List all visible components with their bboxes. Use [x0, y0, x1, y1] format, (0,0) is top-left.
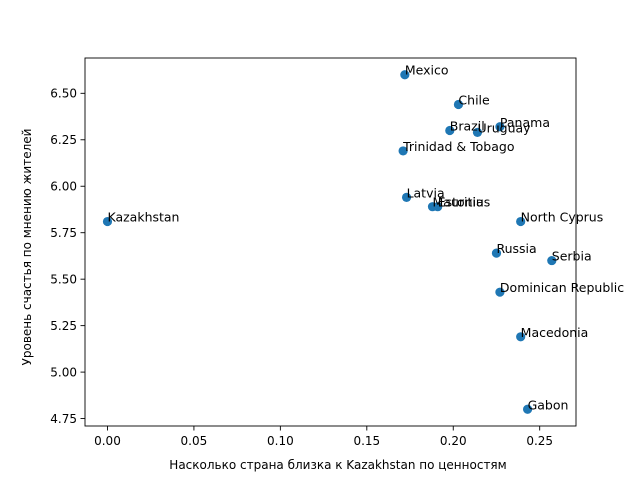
scatter-point — [401, 192, 412, 202]
y-tick-label: 5.00 — [50, 365, 77, 379]
axes: 0.00 0.05 0.10 0.15 0.20 0.25 4.75 5.00 5.25 5.50… — [50, 57, 577, 448]
y-tick-label: 6.00 — [50, 180, 77, 194]
scatter-point — [491, 248, 502, 258]
scatter-point — [516, 332, 526, 342]
y-tick-label: 5.75 — [50, 226, 77, 240]
data-points — [102, 70, 557, 414]
plot-background — [85, 58, 576, 426]
x-tick-label: 0.20 — [440, 434, 467, 448]
point-label: Dominican Republic — [500, 280, 624, 295]
scatter-point — [433, 202, 443, 212]
scatter-point — [547, 255, 557, 266]
point-label: North Cyprus — [521, 210, 604, 225]
point-labels: Kazakhstan Mexico Chile Panama BrazilUruguay… — [107, 63, 624, 413]
point-label: Macedonia — [521, 325, 589, 340]
x-tick-label: 0.10 — [267, 434, 294, 448]
point-label: Serbia — [552, 249, 592, 264]
scatter-point — [398, 146, 408, 156]
point-label: Latvia — [407, 185, 445, 200]
x-axis-label: Насколько страна близка к Kazakhstan по … — [169, 458, 506, 472]
y-tick-label: 6.25 — [50, 133, 77, 147]
scatter-point — [472, 127, 483, 137]
plot-area — [85, 58, 576, 426]
point-label: Chile — [458, 92, 490, 107]
point-label: Mauritius — [433, 195, 491, 210]
point-label: Panama — [500, 115, 550, 130]
point-label: Mexico — [405, 63, 449, 78]
x-tick-label: 0.15 — [353, 434, 380, 448]
axes-frame — [84, 57, 577, 427]
y-axis-label: Уровень счастья по мнению жителей — [20, 129, 34, 366]
scatter-point — [445, 125, 455, 136]
point-label: Estonia — [438, 195, 484, 210]
scatter-point — [522, 404, 533, 414]
x-tick-label: 0.25 — [526, 434, 553, 448]
scatter-point — [516, 216, 526, 227]
scatter-point — [400, 70, 410, 80]
point-label: Kazakhstan — [107, 210, 179, 225]
x-tick-label: 0.00 — [94, 434, 121, 448]
y-tick-label: 4.75 — [50, 412, 77, 426]
point-label: Gabon — [528, 397, 569, 412]
x-tick-label: 0.05 — [181, 434, 208, 448]
scatter-point — [102, 216, 113, 227]
point-label: Trinidad & Tobago — [402, 139, 514, 154]
scatter-point — [453, 99, 464, 110]
scatter-point — [495, 287, 505, 297]
point-label: Uruguay — [477, 120, 531, 135]
scatter-point — [495, 122, 505, 132]
y-tick-label: 6.50 — [50, 87, 77, 101]
point-label: Brazil — [450, 118, 485, 133]
point-label: Russia — [496, 241, 536, 256]
y-tick-label: 5.25 — [50, 319, 77, 333]
y-tick-label: 5.50 — [50, 272, 77, 286]
